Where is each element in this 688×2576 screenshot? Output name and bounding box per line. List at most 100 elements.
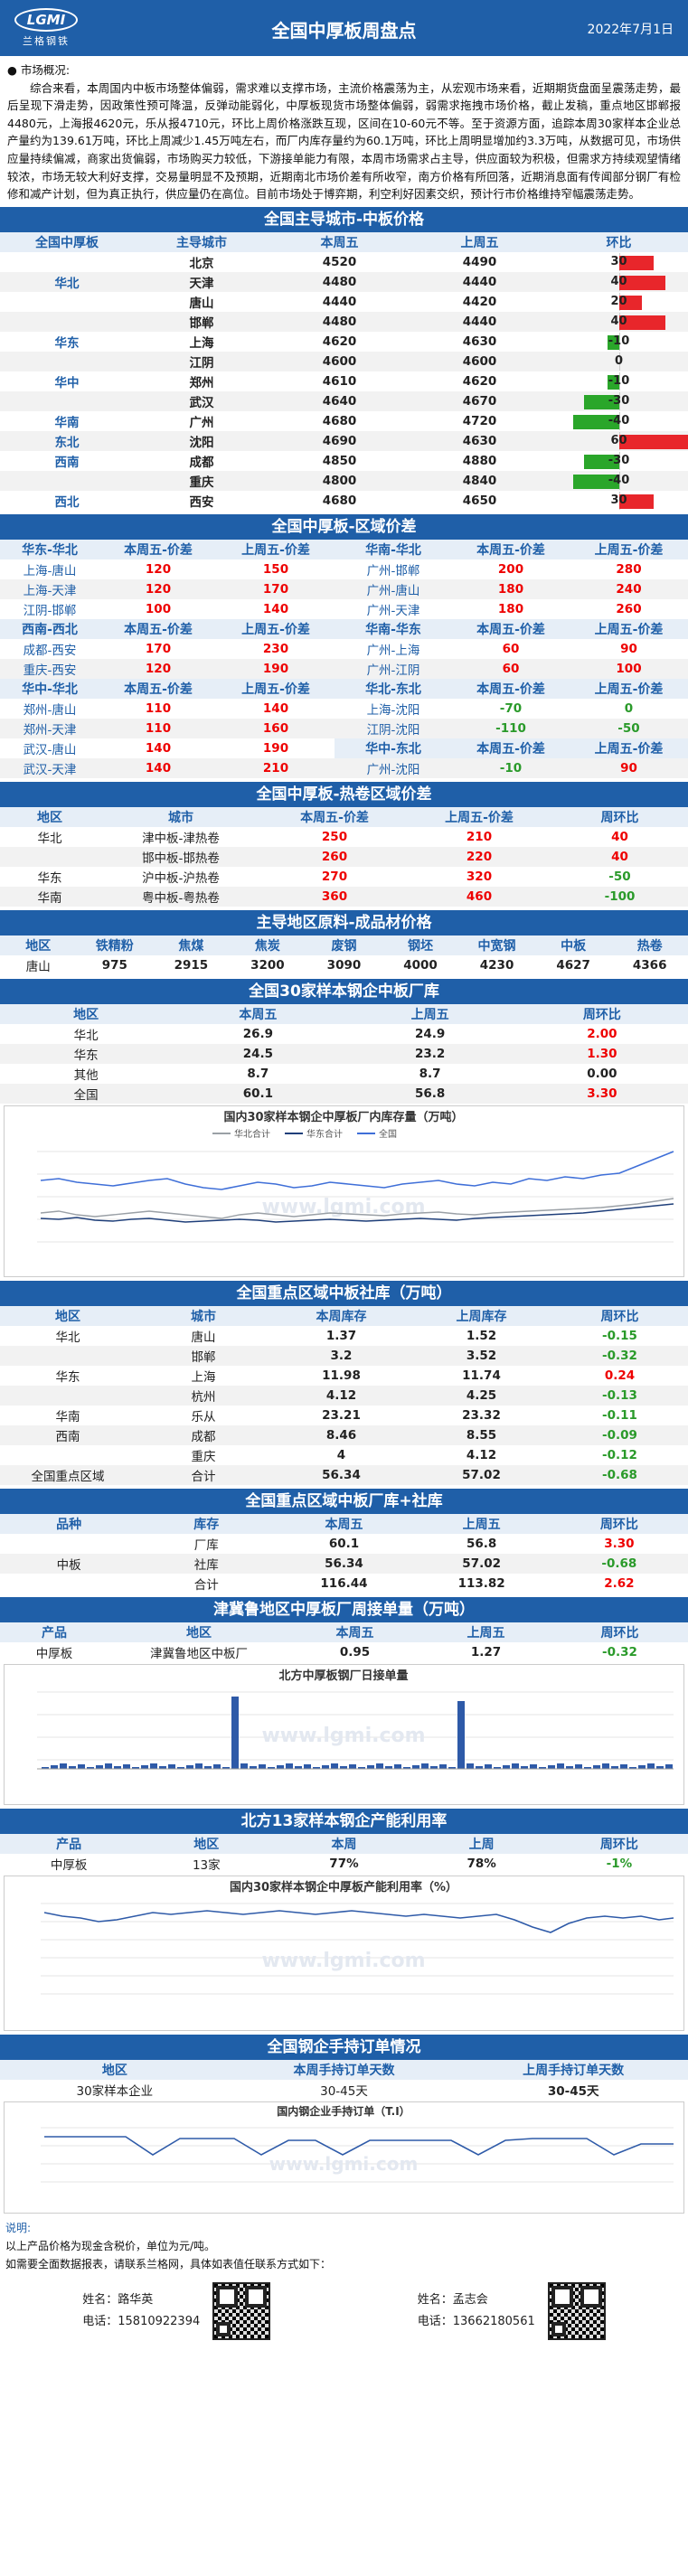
- region-label: 西南: [0, 1424, 136, 1445]
- order-bar: [439, 1763, 447, 1769]
- change-cell: -40: [550, 411, 688, 431]
- column-header: 上周五: [410, 231, 550, 252]
- contact-1-tel-label: 电话：: [82, 2314, 118, 2328]
- spread-last: 140: [262, 700, 289, 716]
- raw-material-price: 唐山: [25, 959, 51, 974]
- contact-2: 姓名：孟志会 电话：13662180561: [418, 2281, 606, 2340]
- city-name: 唐山: [191, 1330, 216, 1345]
- city-name: 成都: [136, 1424, 271, 1445]
- table-cell: 1.27: [470, 1644, 502, 1659]
- this-week-price: 4600: [269, 351, 410, 371]
- last-week-price: 4600: [410, 351, 550, 371]
- order-bar: [60, 1763, 67, 1769]
- order-bar: [268, 1766, 275, 1769]
- change-value: -10: [608, 373, 630, 388]
- spread-this: 120: [145, 561, 172, 577]
- order-bar: [358, 1766, 365, 1769]
- this-week-price: 4520: [322, 254, 357, 269]
- region-label: 华东: [37, 870, 62, 886]
- city-name: 合计: [136, 1464, 271, 1485]
- order-bar: [476, 1765, 483, 1769]
- spread-header: 本周五-价差: [99, 618, 217, 639]
- city-name: 北京: [189, 256, 214, 271]
- table-cell: 30-45天: [547, 2083, 599, 2099]
- section-order-days-title: 全国钢企手持订单情况: [0, 2034, 688, 2060]
- column-header: 上周五: [420, 1622, 551, 1642]
- hot-rolled-spread-table: 地区 城市 本周五-价差 上周五-价差 周环比 华北 津中板-津热卷 250 210 40 邯中板…: [0, 806, 688, 907]
- last-week-stock: 57.02: [411, 1464, 551, 1485]
- spread-last: 0: [624, 700, 634, 716]
- region-label: [0, 390, 134, 411]
- table-cell: 77%: [329, 1856, 359, 1871]
- order-bar: [548, 1764, 555, 1769]
- last-week-value: 24.9: [414, 1026, 446, 1041]
- spread-this: 270: [321, 869, 348, 884]
- section-region-spread-title: 全国中厚板-区域价差: [0, 513, 688, 540]
- spread-this: 180: [497, 601, 524, 616]
- qr-code-icon[interactable]: [212, 2281, 271, 2340]
- column-header: 上周: [412, 1833, 551, 1854]
- region-label: 华南: [55, 1409, 80, 1424]
- order-bar: [485, 1763, 492, 1769]
- spread-row: 江阴-邯郸 100 140 广州-天津 180 260: [0, 599, 688, 619]
- spread-row: 上海-唐山 120 150 广州-邯郸 200 280: [0, 559, 688, 579]
- city-name: 重庆: [191, 1449, 216, 1464]
- notes-section: 说明: 以上产品价格为现金含税价，单位为元/吨。 如需要全面数据报表，请联系兰格…: [0, 2215, 688, 2277]
- table-cell: 津冀鲁地区中板厂: [150, 1646, 248, 1661]
- spread-route: 广州-邯郸: [366, 563, 420, 578]
- order-bar: [647, 1763, 655, 1769]
- spread-header: 上周五-价差: [570, 539, 688, 559]
- contact-2-name: 孟志会: [452, 2292, 488, 2307]
- contact-1-tel[interactable]: 15810922394: [118, 2314, 201, 2328]
- mill-inventory-table: 地区 本周五 上周五 周环比 华北 26.9 24.9 2.00 华东 24.5 23.2 1.30…: [0, 1003, 688, 1104]
- week-change: 3.30: [515, 1083, 688, 1104]
- order-bar: [566, 1765, 573, 1769]
- last-week-price: 4840: [410, 470, 550, 491]
- this-week-value: 24.5: [172, 1043, 344, 1064]
- order-bar: [539, 1766, 546, 1769]
- change-bar: [572, 414, 619, 429]
- mill-inventory-row: 华北 26.9 24.9 2.00: [0, 1024, 688, 1044]
- spread-pair: 津中板-津热卷: [142, 831, 220, 846]
- order-bar: [575, 1763, 582, 1769]
- spread-change: -100: [551, 886, 688, 907]
- logo-cn-text: 兰格钢铁: [23, 35, 70, 47]
- column-header: 焦煤: [153, 935, 230, 955]
- spread-header: 华北-东北: [335, 678, 452, 699]
- week-change: 0.24: [604, 1368, 636, 1383]
- column-header: 主导城市: [134, 231, 269, 252]
- this-week-value: 26.9: [242, 1026, 274, 1041]
- raw-materials-table: 地区 铁精粉 焦煤 焦炭 废钢 钢坯 中宽钢 中板 热卷 唐山 975 2915 3200 3090 40…: [0, 935, 688, 975]
- section-mill-inventory-title: 全国30家样本钢企中板厂库: [0, 978, 688, 1004]
- region-label: 华东: [55, 1369, 80, 1385]
- raw-material-price: 4000: [403, 957, 438, 973]
- contact-1: 姓名：路华英 电话：15810922394: [82, 2281, 271, 2340]
- spread-last: 460: [407, 886, 551, 907]
- city-price-row: 江阴 4600 4600 0: [0, 351, 688, 371]
- section-direct-orders-title: 津冀鲁地区中厚板厂周接单量（万吨）: [0, 1596, 688, 1622]
- column-header: 地区: [0, 1003, 173, 1024]
- city-name: 重庆: [134, 470, 269, 491]
- contact-2-tel[interactable]: 13662180561: [452, 2314, 535, 2328]
- city-price-row: 北京 4520 4490 30: [0, 252, 688, 272]
- region-label: 全国: [0, 1083, 173, 1104]
- order-bar: [250, 1765, 257, 1769]
- spread-this: -10: [499, 760, 523, 776]
- change-bar: [618, 275, 665, 290]
- order-bar: [213, 1763, 221, 1769]
- spread-this: 100: [145, 601, 172, 616]
- qr-code-icon[interactable]: [547, 2281, 606, 2340]
- order-bar: [150, 1763, 157, 1769]
- change-value: 30: [610, 493, 627, 507]
- column-header: 地区: [0, 935, 77, 955]
- this-week-value: 60.1: [328, 1536, 360, 1551]
- column-header: 热卷: [611, 935, 688, 955]
- capacity-row: 中厚板 13家 77% 78% -1%: [0, 1854, 688, 1874]
- change-bar: [618, 315, 665, 330]
- mill-inventory-chart: 国内30家样本钢企中厚板厂内库存量（万吨） 华北合计 华东合计 全国 www.l…: [4, 1105, 684, 1277]
- spread-header: 上周五-价差: [570, 678, 688, 699]
- lgmi-logo[interactable]: LGMI 兰格钢铁: [7, 5, 85, 51]
- region-label: 华南: [0, 886, 99, 907]
- order-bar: [186, 1764, 193, 1769]
- change-cell: 40: [550, 311, 688, 332]
